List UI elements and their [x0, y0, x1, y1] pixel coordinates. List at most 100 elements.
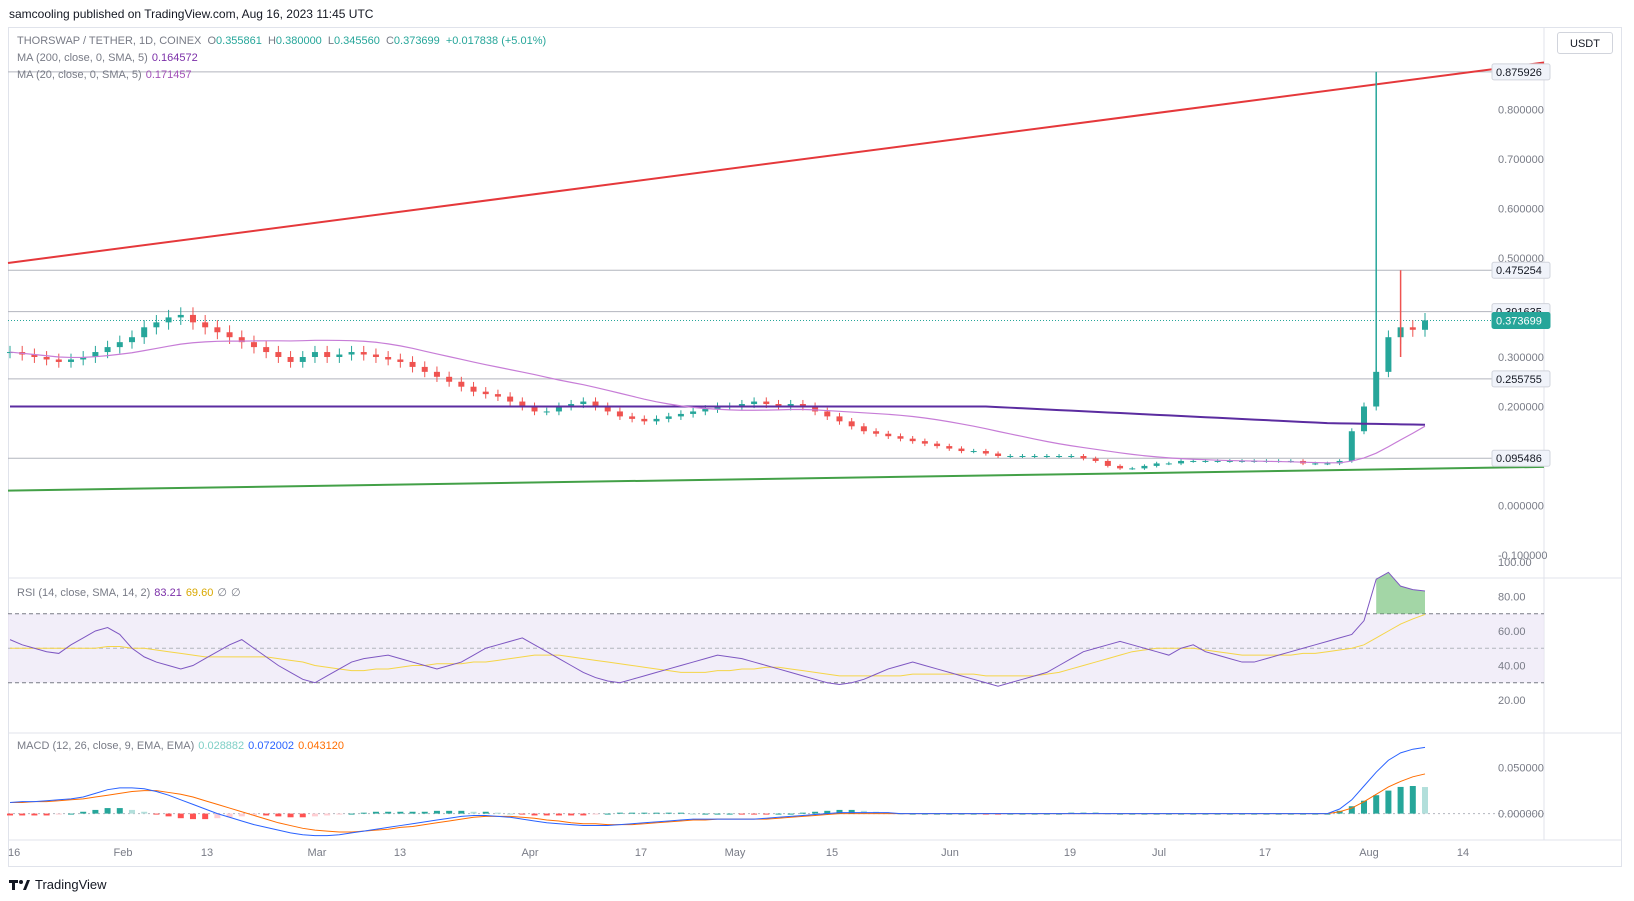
macd-legend[interactable]: MACD (12, 26, close, 9, EMA, EMA) 0.02888… — [17, 740, 344, 752]
candle-body — [433, 371, 440, 377]
candle — [287, 351, 294, 368]
candle-body — [446, 376, 453, 382]
candle — [1117, 464, 1124, 470]
candle — [1092, 456, 1099, 463]
ma20-legend[interactable]: MA (20, close, 0, SMA, 5) 0.171457 — [17, 69, 192, 81]
macd-signal-line — [10, 773, 1426, 833]
publisher-line: samcooling published on TradingView.com,… — [9, 7, 374, 21]
ma200-legend[interactable]: MA (200, close, 0, SMA, 5) 0.164572 — [17, 52, 198, 64]
x-axis-tick: 13 — [201, 847, 213, 859]
candle — [372, 348, 379, 363]
candle — [970, 448, 977, 454]
macd-histogram-bar — [653, 812, 660, 814]
symbol-label[interactable]: THORSWAP / TETHER, 1D, COINEX — [17, 35, 202, 47]
candle-body — [421, 366, 428, 372]
candle — [677, 410, 684, 420]
x-axis-tick: Feb — [114, 847, 133, 859]
rsi-axis-tick: 40.00 — [1498, 661, 1526, 673]
candle — [909, 436, 916, 444]
candle — [214, 320, 221, 340]
candle — [250, 335, 257, 354]
candle — [43, 351, 50, 366]
x-axis-tick: Mar — [308, 847, 327, 859]
macd-histogram-bar — [372, 811, 379, 814]
candle-body — [1239, 460, 1246, 462]
macd-histogram-bar — [275, 813, 282, 817]
candle — [1056, 454, 1063, 458]
x-axis-tick: 17 — [1259, 847, 1271, 859]
price-label-text: 0.255755 — [1496, 374, 1542, 386]
candle — [555, 402, 562, 416]
candle-body — [1007, 456, 1014, 457]
candle — [116, 335, 123, 354]
macd-histogram-bar — [80, 811, 87, 814]
macd-histogram-bar — [1373, 795, 1380, 814]
candle — [982, 448, 989, 456]
price-label-text: 0.475254 — [1496, 265, 1542, 277]
candle — [629, 412, 636, 423]
price-label-text: 0.373699 — [1496, 316, 1542, 328]
rsi-axis-tick: 80.00 — [1498, 592, 1526, 604]
candle — [92, 345, 99, 363]
macd-histogram-bar — [836, 809, 843, 814]
rsi-ma-line — [10, 613, 1426, 677]
candle-body — [836, 416, 843, 422]
candle — [177, 307, 184, 325]
candle-body — [1178, 460, 1185, 464]
footer-brand-label: TradingView — [35, 877, 107, 892]
macd-histogram-bar — [629, 812, 636, 814]
last-price-label: 0.373699 — [1491, 312, 1551, 330]
macd-histogram-bar — [482, 811, 489, 814]
macd-histogram-bar — [116, 808, 123, 814]
open-value: 0.355861 — [216, 35, 262, 47]
candle — [446, 371, 453, 387]
candle-body — [519, 401, 526, 407]
candle-body — [677, 413, 684, 417]
ma20-value: 0.171457 — [145, 69, 192, 81]
macd-histogram-bar — [128, 809, 135, 814]
candle — [238, 330, 245, 349]
candle-body — [348, 352, 355, 355]
macd-histogram-bar — [507, 813, 514, 815]
candle — [738, 399, 745, 411]
candle-body — [202, 322, 209, 328]
candle — [1336, 459, 1343, 466]
currency-button[interactable]: USDT — [1557, 32, 1613, 54]
macd-histogram-bar — [726, 813, 733, 815]
candle-body — [690, 411, 697, 414]
candle — [824, 407, 831, 420]
candle — [397, 353, 404, 368]
candle — [31, 348, 38, 363]
candle-body — [263, 347, 270, 353]
candle — [921, 438, 928, 447]
macd-histogram-bar — [824, 810, 831, 814]
macd-histogram-bar — [677, 812, 684, 814]
rsi-legend[interactable]: RSI (14, close, SMA, 14, 2) 83.21 69.60 ∅ ∅ — [17, 586, 241, 599]
macd-axis-tick: 0.000000 — [1498, 809, 1544, 821]
candle — [141, 320, 148, 344]
resistance-trendline — [7, 61, 1545, 264]
candle — [385, 351, 392, 366]
macd-histogram-bar — [177, 813, 184, 819]
candle — [336, 348, 343, 363]
candle — [860, 423, 867, 435]
candle — [958, 446, 965, 454]
candle — [836, 412, 843, 425]
candle — [568, 399, 575, 411]
footer-brand[interactable]: TradingView — [9, 877, 107, 892]
candle — [1031, 454, 1038, 458]
candle — [641, 415, 648, 425]
candle-body — [324, 352, 331, 357]
candle-body — [934, 443, 941, 447]
x-axis-tick: May — [725, 847, 746, 859]
rsi-axis-tick: 20.00 — [1498, 695, 1526, 707]
candle-body — [909, 438, 916, 442]
macd-histogram-bar — [1348, 806, 1355, 814]
candle — [531, 402, 538, 416]
candle — [482, 387, 489, 399]
candle-body — [1336, 460, 1343, 464]
candle-body — [653, 418, 660, 422]
candle-body — [250, 342, 257, 348]
rsi-axis-tick: 100.00 — [1498, 557, 1532, 569]
